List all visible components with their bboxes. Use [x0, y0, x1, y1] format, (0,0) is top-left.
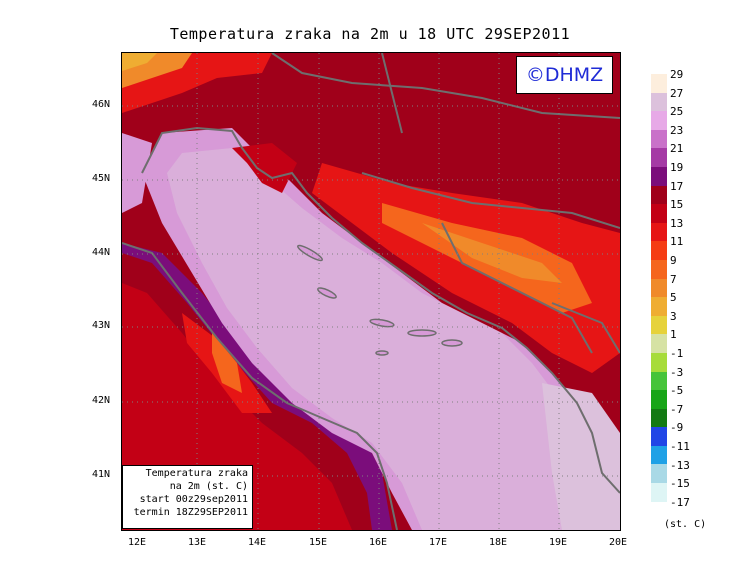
colorbar-swatch	[651, 483, 667, 502]
colorbar-label: 7	[670, 272, 677, 286]
colorbar-label: 19	[670, 161, 684, 174]
colorbar-swatch	[651, 297, 667, 316]
colorbar-label: 3	[670, 309, 677, 323]
lon-label-18: 18E	[488, 537, 508, 548]
lat-label-44: 44N	[92, 247, 111, 258]
colorbar-label: 13	[670, 216, 684, 230]
colorbar-label: -11	[670, 440, 690, 453]
lon-label-19: 19E	[548, 537, 568, 548]
colorbar-label: -15	[670, 477, 690, 491]
colorbar-label: 11	[670, 235, 684, 249]
colorbar-swatch	[651, 241, 667, 260]
colorbar-swatch	[651, 259, 667, 279]
colorbar-label: -17	[670, 495, 690, 509]
colorbar-label: -5	[670, 384, 684, 398]
lon-label-13: 13E	[187, 537, 207, 548]
colorbar	[651, 74, 667, 502]
colorbar-swatch	[651, 111, 667, 130]
lat-label-43: 43N	[92, 320, 111, 331]
colorbar-label: 1	[670, 328, 677, 342]
info-line-3: start 00z29sep2011	[139, 494, 248, 505]
colorbar-swatch	[651, 464, 667, 484]
colorbar-label: 23	[670, 123, 684, 137]
info-line-4: termin 18Z29SEP2011	[133, 507, 248, 518]
colorbar-label: -9	[670, 421, 684, 435]
colorbar-label: 27	[670, 86, 684, 100]
colorbar-swatch	[651, 74, 667, 93]
colorbar-swatch	[651, 185, 667, 205]
colorbar-swatch	[651, 129, 667, 149]
colorbar-swatch	[651, 278, 667, 298]
colorbar-swatch	[651, 92, 667, 112]
colorbar-swatch	[651, 445, 667, 465]
colorbar-swatch	[651, 166, 667, 186]
colorbar-swatch	[651, 204, 667, 223]
colorbar-swatch	[651, 315, 667, 335]
colorbar-swatch	[651, 222, 667, 242]
colorbar-label: -1	[670, 347, 684, 360]
colorbar-swatch	[651, 352, 667, 372]
info-line-2: na 2m (st. C)	[169, 481, 248, 492]
colorbar-label: 9	[670, 254, 677, 267]
colorbar-label: -7	[670, 402, 684, 416]
lat-label-41: 41N	[92, 469, 111, 480]
lon-label-16: 16E	[368, 537, 388, 548]
lat-label-46: 46N	[92, 99, 111, 110]
lon-label-20: 20E	[608, 537, 628, 548]
colorbar-label: 17	[670, 179, 684, 193]
colorbar-label: 5	[670, 291, 677, 305]
lon-label-12: 12E	[127, 537, 147, 548]
info-line-1: Temperatura zraka	[145, 468, 248, 479]
colorbar-label: 25	[670, 105, 684, 119]
colorbar-swatch	[651, 334, 667, 353]
colorbar-label: -13	[670, 458, 690, 472]
info-box: Temperatura zraka na 2m (st. C) start 00…	[122, 465, 253, 529]
colorbar-unit: (st. C)	[664, 519, 707, 530]
colorbar-swatch	[651, 371, 667, 391]
lat-label-45: 45N	[92, 173, 111, 184]
colorbar-label: 15	[670, 198, 684, 212]
colorbar-label: -3	[670, 365, 684, 379]
colorbar-label: 29	[670, 68, 684, 81]
lat-label-42: 42N	[92, 395, 111, 406]
dhmz-logo: ©DHMZ	[516, 56, 613, 94]
map-title: Temperatura zraka na 2m u 18 UTC 29SEP20…	[169, 25, 571, 43]
colorbar-swatch	[651, 148, 667, 167]
colorbar-swatch	[651, 427, 667, 446]
temperature-map	[121, 52, 621, 531]
lon-label-17: 17E	[428, 537, 448, 548]
lon-label-14: 14E	[247, 537, 267, 548]
lon-label-15: 15E	[308, 537, 328, 548]
colorbar-swatch	[651, 408, 667, 428]
colorbar-swatch	[651, 390, 667, 409]
colorbar-label: 21	[670, 142, 684, 156]
